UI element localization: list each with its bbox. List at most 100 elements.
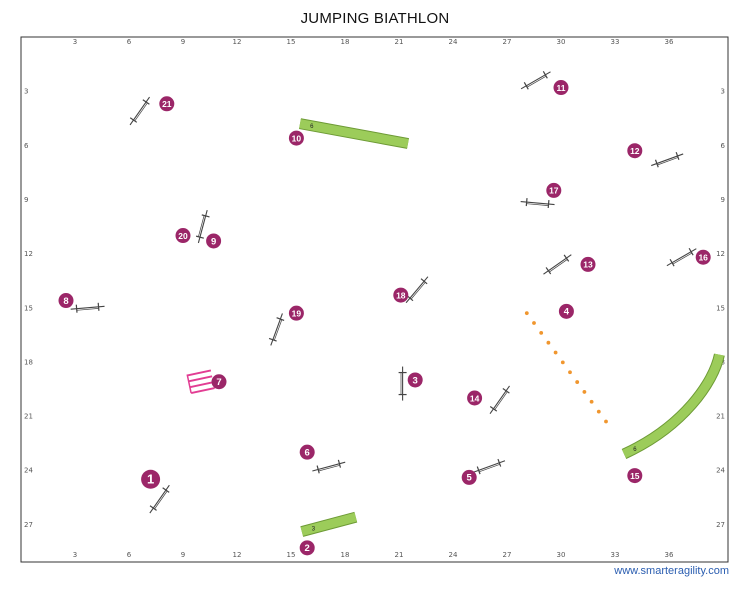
weave-pole-1 xyxy=(524,311,529,316)
jump-21-bar xyxy=(129,96,151,126)
axis-x-top-tick-30: 30 xyxy=(557,38,566,46)
axis-y-right-tick-24: 24 xyxy=(716,467,725,475)
number-badge-1 xyxy=(141,469,161,489)
jump-17-left-wing xyxy=(525,198,528,207)
jump-8-right-wing xyxy=(97,302,100,311)
axis-x-bottom-tick-36: 36 xyxy=(665,551,674,559)
axis-y-left-tick-9: 9 xyxy=(24,196,28,204)
number-label-11: 11 xyxy=(557,83,566,93)
jump-1-right-wing xyxy=(162,487,170,493)
obstacle-number-17: 17 xyxy=(546,182,562,198)
jump-13-right-wing xyxy=(563,254,570,262)
jump-16 xyxy=(666,247,697,267)
tunnel-curve-body xyxy=(622,353,724,459)
number-label-9: 9 xyxy=(211,236,216,247)
number-label-12: 12 xyxy=(630,146,640,156)
axis-x-top-tick-18: 18 xyxy=(341,38,350,46)
course-title: JUMPING BIATHLON xyxy=(300,10,450,27)
jump-14-right-wing xyxy=(502,388,510,394)
number-label-20: 20 xyxy=(178,231,188,241)
number-label-1: 1 xyxy=(147,472,154,487)
axis-y-right-tick-9: 9 xyxy=(721,196,725,204)
obstacle-number-3: 3 xyxy=(407,372,423,388)
axis-x-bottom-tick-3: 3 xyxy=(73,551,77,559)
number-badge-16 xyxy=(695,249,711,265)
axis-y-right-tick-12: 12 xyxy=(716,250,725,258)
jump-14-rail xyxy=(494,391,508,410)
axis-y-right-tick-15: 15 xyxy=(716,304,725,312)
jump-5-right-wing xyxy=(497,458,502,467)
number-badge-10 xyxy=(288,130,304,146)
weave-pole-11 xyxy=(596,409,601,414)
jump-9-right-wing xyxy=(195,235,204,239)
jump-13-left-wing xyxy=(545,267,552,275)
axis-y-left-tick-18: 18 xyxy=(24,358,33,366)
weave-pole-8 xyxy=(575,380,580,384)
obstacle-number-19: 19 xyxy=(288,305,304,321)
number-label-13: 13 xyxy=(583,260,593,270)
number-badge-21 xyxy=(159,96,175,112)
jump-3 xyxy=(398,366,407,401)
jump-16-bar xyxy=(666,248,697,267)
number-label-21: 21 xyxy=(162,99,172,109)
obstacle-number-16: 16 xyxy=(695,249,711,265)
axis-x-bottom-tick-21: 21 xyxy=(395,551,404,559)
jumps xyxy=(70,71,697,514)
obstacle-number-7: 7 xyxy=(211,374,227,390)
weave-pole-10 xyxy=(589,399,594,404)
obstacle-number-10: 10 xyxy=(288,130,304,146)
number-label-2: 2 xyxy=(305,543,310,554)
tunnel-curve: 6 xyxy=(621,353,725,459)
axis-y-right-tick-3: 3 xyxy=(721,88,725,96)
axis-x-top-tick-33: 33 xyxy=(611,38,620,46)
obstacle-number-15: 15 xyxy=(627,468,643,484)
obstacle-number-12: 12 xyxy=(627,143,643,159)
tunnel-curve-label: 6 xyxy=(633,447,637,453)
obstacle-number-14: 14 xyxy=(467,390,483,406)
number-badge-11 xyxy=(553,80,569,96)
website-link[interactable]: www.smarteragility.com xyxy=(614,565,729,577)
number-label-5: 5 xyxy=(467,473,473,484)
number-badge-8 xyxy=(58,293,74,309)
number-label-8: 8 xyxy=(63,296,68,307)
weave-pole-9 xyxy=(582,390,587,394)
axis-x-top-tick-9: 9 xyxy=(181,38,185,46)
jump-9-rail xyxy=(198,215,205,237)
axis-x-top-tick-24: 24 xyxy=(449,38,458,46)
jump-11 xyxy=(520,71,551,90)
jump-13-bar xyxy=(543,254,572,275)
jump-5-left-wing xyxy=(476,466,481,475)
jump-12 xyxy=(651,152,684,168)
tunnel-bottom-label: 3 xyxy=(312,526,316,532)
jump-6-rail xyxy=(318,464,340,472)
jump-21 xyxy=(129,96,151,126)
weave-poles xyxy=(524,311,608,424)
jump-21-right-wing xyxy=(142,99,150,105)
jump-5 xyxy=(472,458,506,475)
weave-pole-2 xyxy=(532,321,536,325)
number-badge-5 xyxy=(461,469,477,485)
number-label-18: 18 xyxy=(396,290,406,300)
jump-8 xyxy=(70,302,105,313)
jump-13-rail xyxy=(549,259,568,273)
weave-pole-3 xyxy=(539,330,544,335)
jump-19-rail xyxy=(274,319,283,341)
jump-18-right-wing xyxy=(420,278,428,285)
weave-pole-12 xyxy=(604,419,608,424)
axis-y-right-tick-21: 21 xyxy=(716,413,725,421)
number-badge-12 xyxy=(627,143,643,159)
axis-x-bottom-tick-24: 24 xyxy=(449,551,458,559)
axis-x-top-tick-21: 21 xyxy=(395,38,404,46)
axis-x-bottom-tick-6: 6 xyxy=(127,551,132,559)
jump-9 xyxy=(195,209,210,244)
tunnel-top: 6 xyxy=(299,118,409,149)
number-label-4: 4 xyxy=(564,307,570,318)
jump-14-left-wing xyxy=(489,406,498,412)
number-label-17: 17 xyxy=(549,186,559,196)
axis-y-left-tick-24: 24 xyxy=(24,467,33,475)
jump-8-rail xyxy=(76,308,99,311)
axis-x-top-tick-27: 27 xyxy=(503,38,512,46)
field-frame xyxy=(20,36,729,563)
